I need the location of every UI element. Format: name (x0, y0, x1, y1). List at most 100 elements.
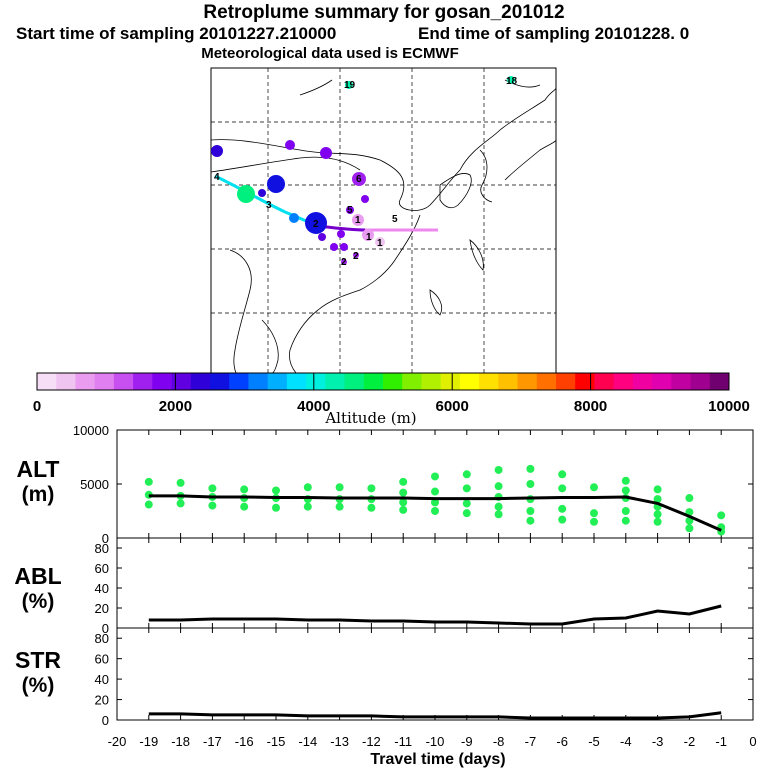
x-tick-label: -4 (620, 734, 632, 749)
x-tick-label: -8 (493, 734, 505, 749)
scatter-point (399, 498, 408, 507)
meteorological-data-note: Meteorological data used is ECMWF (201, 45, 459, 62)
scatter-point (431, 472, 439, 481)
scatter-point (590, 517, 598, 526)
colorbar-swatch (632, 373, 653, 390)
colorbar-swatch (37, 373, 57, 390)
chart-title: Retroplume summary for gosan_201012 (203, 2, 565, 23)
colorbar-tick-label: 10000 (708, 398, 750, 415)
x-tick-label: -5 (588, 734, 600, 749)
alt-panel-unit: (m) (22, 483, 55, 506)
scatter-point (462, 509, 471, 518)
colorbar-swatch (671, 373, 692, 390)
map-marker (320, 147, 332, 159)
map-label: 1 (377, 238, 383, 249)
map-label: 19 (344, 80, 356, 91)
scatter-point (144, 500, 153, 509)
map-marker (345, 81, 353, 89)
colorbar-swatch (421, 373, 442, 390)
scatter-point (208, 484, 217, 493)
colorbar-swatch (690, 373, 711, 390)
scatter-point (526, 516, 535, 525)
x-tick-label: -17 (203, 734, 222, 749)
colorbar-swatch (267, 373, 288, 390)
colorbar-swatch (556, 373, 576, 390)
str-panel-unit: (%) (22, 674, 55, 697)
scatter-point (558, 515, 567, 524)
scatter-point (431, 487, 439, 496)
scatter-point (685, 524, 694, 533)
colorbar-swatch (613, 373, 634, 390)
x-tick-label: -19 (139, 734, 158, 749)
abl-panel-unit: (%) (22, 590, 55, 613)
y-tick-label: 0 (102, 531, 109, 546)
scatter-point (272, 486, 280, 495)
scatter-point (431, 498, 439, 507)
colorbar-swatch (306, 373, 326, 390)
map-marker (337, 230, 345, 238)
x-tick-label: -11 (394, 734, 412, 749)
map-marker (341, 259, 347, 265)
x-tick-label: -2 (684, 734, 696, 749)
colorbar-tick-label: 8000 (574, 398, 607, 415)
x-tick-label: -18 (171, 734, 190, 749)
y-tick-label: 20 (95, 693, 109, 708)
scatter-point (303, 483, 312, 492)
str-panel-frame (116, 627, 754, 721)
abl-panel-frame (116, 537, 754, 629)
map-label: 18 (506, 76, 518, 87)
altitude-colorbar: 0 2000 4000 6000 8000 10000 (33, 372, 750, 415)
colorbar-swatch (75, 373, 96, 390)
x-tick-label: -10 (426, 734, 445, 749)
map-marker (340, 243, 348, 251)
map-label: 5 (392, 214, 398, 225)
abl-panel-label: ABL (14, 563, 61, 589)
y-tick-label: 40 (95, 581, 109, 596)
str-series-line (148, 711, 722, 720)
x-tick-label: -20 (108, 734, 127, 749)
x-tick-label: -1 (715, 734, 727, 749)
y-tick-label: 5000 (80, 477, 109, 492)
scatter-point (653, 495, 662, 504)
map-marker (285, 140, 295, 150)
colorbar-swatch (113, 373, 134, 390)
colorbar-swatch (402, 373, 422, 390)
y-tick-label: 80 (95, 541, 109, 556)
map-label: 2 (353, 251, 359, 262)
colorbar-tick-label: 4000 (297, 398, 330, 415)
x-tick-label: -13 (330, 734, 349, 749)
map-station-labels: 19 18 4 3 2 1 1 1 2 2 5 5 6 (214, 76, 518, 268)
map-marker (289, 213, 299, 223)
scatter-point (240, 502, 249, 511)
map-marker (353, 252, 359, 258)
map-coastlines (210, 79, 557, 374)
alt-panel-label: ALT (16, 456, 59, 482)
scatter-point (621, 476, 630, 485)
scatter-point (653, 510, 662, 519)
colorbar-swatch (575, 373, 595, 390)
abl-panel: 0 20 40 60 80 (95, 537, 754, 636)
colorbar-swatch (344, 373, 365, 390)
scatter-point (526, 507, 535, 515)
abl-series-line (148, 604, 722, 626)
scatter-point (494, 502, 503, 511)
colorbar-swatch (210, 373, 230, 390)
scatter-point (208, 501, 217, 510)
scatter-point (494, 482, 503, 491)
map-markers (211, 76, 515, 265)
map-marker (346, 206, 354, 214)
scatter-point (526, 480, 535, 488)
colorbar-swatch (171, 373, 192, 390)
colorbar-tick-label: 0 (33, 398, 41, 415)
scatter-point (494, 465, 503, 474)
colorbar-swatch (517, 373, 538, 390)
map-marker (318, 233, 326, 241)
map-label: 2 (341, 257, 347, 268)
alt-panel: 0 5000 10000 (73, 423, 754, 546)
colorbar-swatch (229, 373, 249, 390)
map-marker (352, 214, 364, 226)
x-tick-label: -9 (461, 734, 473, 749)
colorbar-swatch (479, 373, 499, 390)
scatter-point (399, 477, 408, 486)
scatter-point (590, 509, 598, 518)
